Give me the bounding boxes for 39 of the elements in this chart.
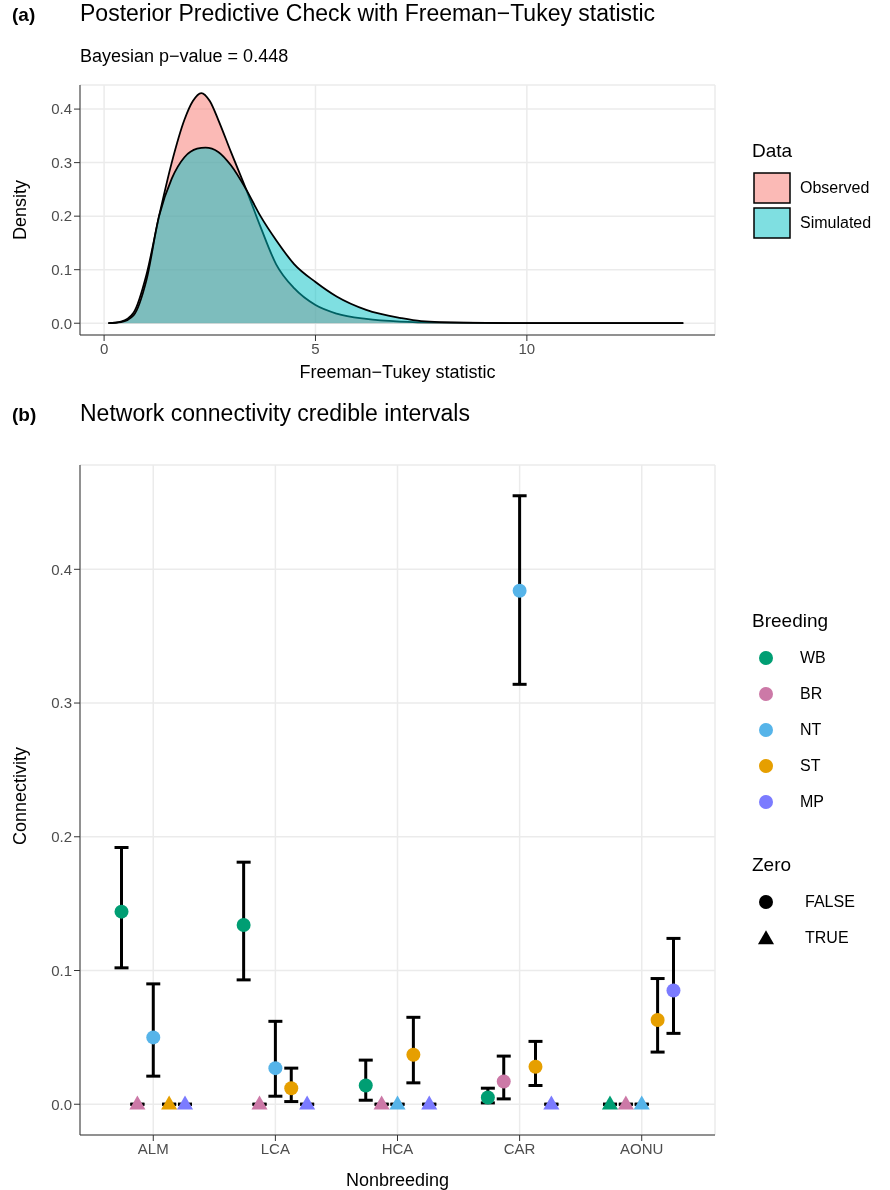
y-tick-label: 0.2: [51, 828, 72, 846]
legend-label: Simulated: [800, 213, 872, 232]
legend-label: MP: [800, 793, 824, 811]
chart-subtitle: Bayesian p−value = 0.448: [80, 46, 289, 67]
x-axis-title: Nonbreeding: [345, 1170, 450, 1190]
text: FALSE: [805, 893, 855, 911]
legend-label: BR: [800, 685, 823, 703]
x-tick-label: 0: [99, 339, 109, 357]
y-tick-label: 0.3: [51, 694, 72, 712]
y-tick-label: 0.4: [51, 560, 72, 578]
legend-title: Breeding: [752, 610, 830, 632]
legend-label: NT: [800, 721, 822, 739]
legend-title: Data: [752, 140, 794, 162]
x-tick-label: 10: [518, 339, 536, 357]
y-axis-title: Connectivity: [10, 746, 31, 845]
y-tick-label: 0.4: [51, 100, 72, 118]
y-tick-label: 0.1: [51, 961, 72, 979]
y-tick-label: 0.2: [51, 207, 72, 225]
legend-label: WB: [800, 649, 826, 667]
text: TRUE: [805, 929, 849, 947]
y-axis-title: Density: [10, 179, 31, 240]
x-tick-label: AONU: [620, 1139, 664, 1157]
y-tick-label: 0.0: [51, 1095, 72, 1113]
x-tick-label: 5: [311, 339, 320, 357]
x-tick-label: LCA: [260, 1139, 290, 1157]
text: (b): [12, 404, 37, 426]
y-tick-label: 0.1: [51, 261, 72, 279]
x-tick-label: CAR: [503, 1139, 536, 1157]
text: (a): [12, 4, 36, 26]
legend-label: ST: [800, 757, 821, 775]
y-tick-label: 0.3: [51, 153, 72, 171]
legend-label: Observed: [800, 178, 870, 197]
chart-title: Posterior Predictive Check with Freeman−Tukey statistic: [80, 0, 655, 27]
text: Zero: [752, 854, 793, 876]
x-tick-label: HCA: [381, 1139, 414, 1157]
x-axis-title: Freeman−Tukey statistic: [298, 362, 497, 383]
y-tick-label: 0.0: [51, 314, 72, 332]
chart-title: Network connectivity credible intervals: [80, 400, 470, 427]
x-tick-label: ALM: [137, 1139, 169, 1157]
